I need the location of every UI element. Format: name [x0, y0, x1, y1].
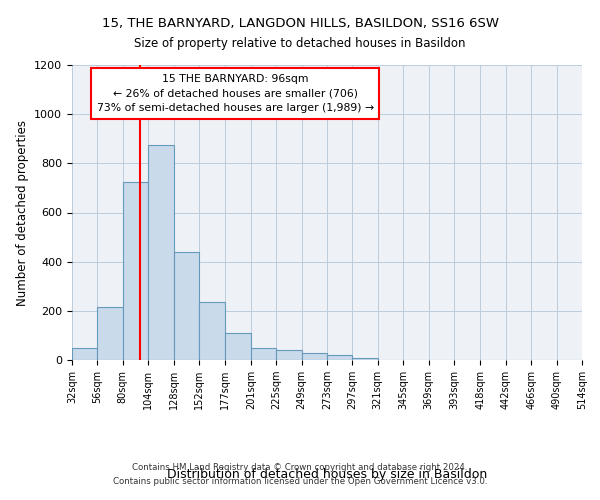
- Text: Contains HM Land Registry data © Crown copyright and database right 2024.: Contains HM Land Registry data © Crown c…: [132, 464, 468, 472]
- Bar: [173, 252, 199, 360]
- Bar: [251, 348, 276, 360]
- Bar: [199, 302, 226, 360]
- Bar: [97, 307, 123, 360]
- Bar: [327, 354, 352, 360]
- Text: Contains public sector information licensed under the Open Government Licence v3: Contains public sector information licen…: [113, 477, 487, 486]
- X-axis label: Distribution of detached houses by size in Basildon: Distribution of detached houses by size …: [167, 468, 487, 480]
- Text: Size of property relative to detached houses in Basildon: Size of property relative to detached ho…: [134, 38, 466, 51]
- Text: 15 THE BARNYARD: 96sqm
← 26% of detached houses are smaller (706)
73% of semi-de: 15 THE BARNYARD: 96sqm ← 26% of detached…: [97, 74, 374, 114]
- Bar: [352, 358, 378, 360]
- Bar: [123, 182, 148, 360]
- Bar: [226, 334, 251, 360]
- Bar: [148, 145, 173, 360]
- Bar: [72, 348, 97, 360]
- Y-axis label: Number of detached properties: Number of detached properties: [16, 120, 29, 306]
- Text: 15, THE BARNYARD, LANGDON HILLS, BASILDON, SS16 6SW: 15, THE BARNYARD, LANGDON HILLS, BASILDO…: [101, 18, 499, 30]
- Bar: [302, 352, 327, 360]
- Bar: [276, 350, 302, 360]
